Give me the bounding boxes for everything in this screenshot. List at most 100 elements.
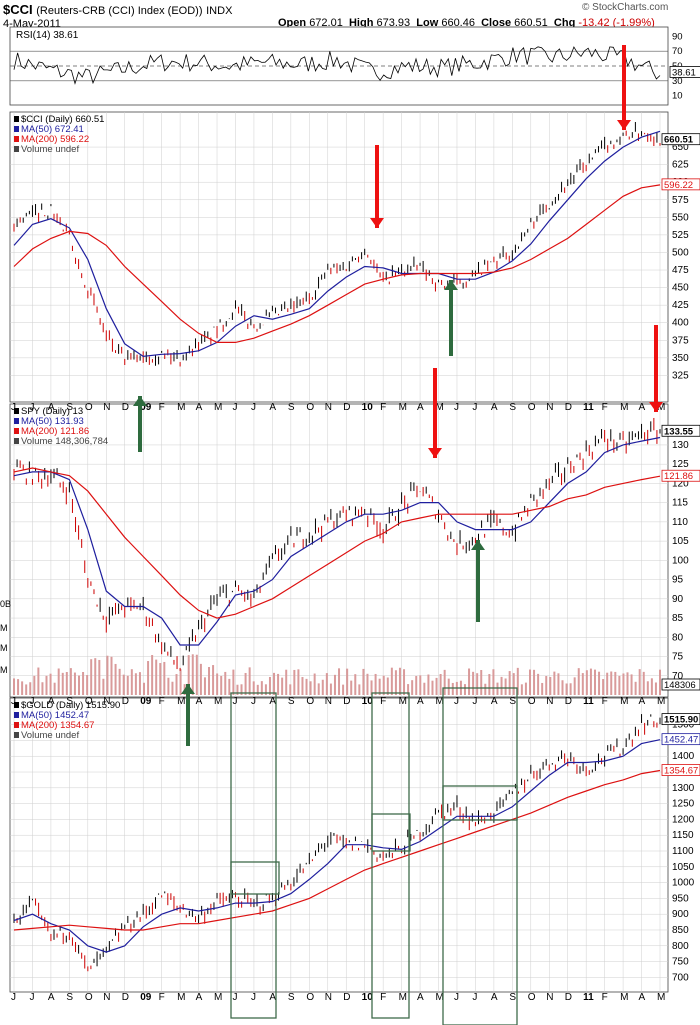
cci-legend-item: MA(200) 596.22 (21, 134, 89, 145)
x-axis-month-label: M (177, 696, 185, 707)
gold-legend-item: $GOLD (Daily) 1515.90 (21, 700, 120, 711)
gold-ma50-tag-box (661, 733, 700, 746)
x-axis-month-label: J (251, 402, 256, 413)
rsi-tag-box (669, 66, 700, 78)
x-axis-month-label: S (288, 992, 295, 1003)
x-axis-month-label: 10 (362, 696, 374, 707)
gold-legend-item: MA(50) 1452.47 (21, 710, 89, 721)
x-axis-month-label: M (436, 696, 444, 707)
highlight-box (442, 785, 518, 821)
red-arrow-head (428, 448, 442, 458)
x-axis-month-label: F (602, 992, 608, 1003)
gold-ytick: 1100 (672, 846, 694, 857)
gold-legend-item: Volume undef (21, 730, 79, 741)
x-axis-month-label: J (232, 696, 237, 707)
x-axis-month-label: A (491, 992, 498, 1003)
gold-ma200-tag: 1354.67 (664, 766, 698, 777)
spy-ytick: 90 (672, 594, 684, 605)
x-axis-month-label: N (103, 402, 110, 413)
x-axis-month-label: M (620, 402, 628, 413)
x-axis-labels: J J A S O N D 09 F M A M J J A S O N D 10 F M A M J J A S O N D 11 F M A MJ… (11, 402, 665, 1003)
cci-ytick: 400 (672, 318, 689, 329)
spy-legend-item: MA(50) 131.93 (21, 416, 84, 427)
gold-ytick: 950 (672, 893, 689, 904)
spy-ytick: 120 (672, 478, 689, 489)
red-arrow-head (617, 120, 631, 130)
gold-ma-50--line (13, 739, 661, 953)
gold-ma200-tag-box (661, 764, 700, 776)
x-axis-month-label: S (509, 402, 516, 413)
x-axis-month-label: 11 (583, 402, 594, 413)
rsi-ytick: 70 (672, 46, 683, 57)
x-axis-month-label: J (454, 402, 459, 413)
x-axis-month-label: A (491, 696, 498, 707)
spy-legend-swatch (14, 408, 19, 414)
spy-ma-200--line (13, 467, 661, 619)
rsi-ytick: 10 (672, 91, 683, 102)
spy-ytick: 70 (672, 671, 684, 682)
quote-close: 660.51 (514, 17, 548, 29)
gold-frame (9, 697, 669, 993)
gold-ma50-tag: 1452.47 (664, 735, 698, 746)
x-axis-month-label: D (122, 402, 129, 413)
cci-ytick: 475 (672, 265, 689, 276)
x-axis-month-label: O (528, 992, 536, 1003)
spy-ytick: 75 (672, 652, 684, 663)
x-axis-month-label: D (565, 992, 572, 1003)
spy-ma-50--line (13, 436, 661, 646)
highlight-box (442, 687, 518, 1025)
cci-ytick: 450 (672, 283, 689, 294)
highlight-box (371, 692, 410, 1019)
x-axis-month-label: O (306, 992, 314, 1003)
x-axis-month-label: 09 (140, 402, 152, 413)
x-axis-month-label: O (85, 696, 93, 707)
spy-ma200-tag: 121.86 (664, 471, 693, 482)
spy-ytick: 85 (672, 613, 684, 624)
x-axis-month-label: M (620, 992, 628, 1003)
x-axis-month-label: J (11, 992, 16, 1003)
gold-panel: 700 750 800 850 900 950 1000 1050 1100 1150 1200 12… (9, 697, 700, 993)
spy-volume-tag: 148306 (664, 680, 696, 691)
gold-legend-item: MA(200) 1354.67 (21, 720, 94, 731)
x-axis-month-label: J (472, 992, 477, 1003)
gold-ytick: 1200 (672, 814, 695, 825)
symbol: $CCI (3, 2, 33, 17)
x-axis-month-label: S (509, 696, 516, 707)
gold-ytick: 1150 (672, 830, 694, 841)
x-axis-month-label: N (103, 992, 110, 1003)
green-arrow-head (133, 396, 147, 406)
x-axis-month-label: F (159, 696, 165, 707)
x-axis-month-label: N (546, 696, 553, 707)
x-axis-month-label: J (454, 696, 459, 707)
spy-frame (9, 403, 669, 698)
red-arrow-head (370, 218, 384, 228)
gold-legend-swatch (14, 732, 19, 738)
exchange: INDX (206, 5, 233, 17)
rsi-legend: RSI(14) 38.61 (16, 30, 79, 41)
x-axis-month-label: F (380, 992, 386, 1003)
red-arrow-head (649, 402, 663, 412)
x-axis-month-label: M (214, 402, 222, 413)
gold-price-tag: 1515.90 (664, 715, 698, 726)
cci-ma-200--line (13, 184, 661, 343)
spy-legend-item: MA(200) 121.86 (21, 426, 89, 437)
cci-legend-item: Volume undef (21, 144, 79, 155)
x-axis-month-label: S (66, 402, 73, 413)
x-axis-month-label: 09 (140, 696, 152, 707)
x-axis-month-label: 11 (583, 992, 594, 1003)
x-axis-month-label: J (251, 696, 256, 707)
gold-legend-swatch (14, 702, 19, 708)
x-axis-month-label: A (196, 992, 203, 1003)
x-axis-month-label: 11 (583, 696, 594, 707)
x-axis-month-label: F (159, 402, 165, 413)
cci-ytick: 375 (672, 335, 689, 346)
rsi-ytick: 30 (672, 76, 683, 87)
quote-open: 672.01 (309, 17, 343, 29)
cci-legend-swatch (14, 146, 19, 152)
spy-price-tag: 133.55 (664, 426, 694, 437)
x-axis-month-label: 09 (140, 992, 152, 1003)
x-axis-month-label: D (343, 696, 350, 707)
spy-price-tag-box (661, 424, 700, 437)
gold-ytick: 1400 (672, 751, 695, 762)
